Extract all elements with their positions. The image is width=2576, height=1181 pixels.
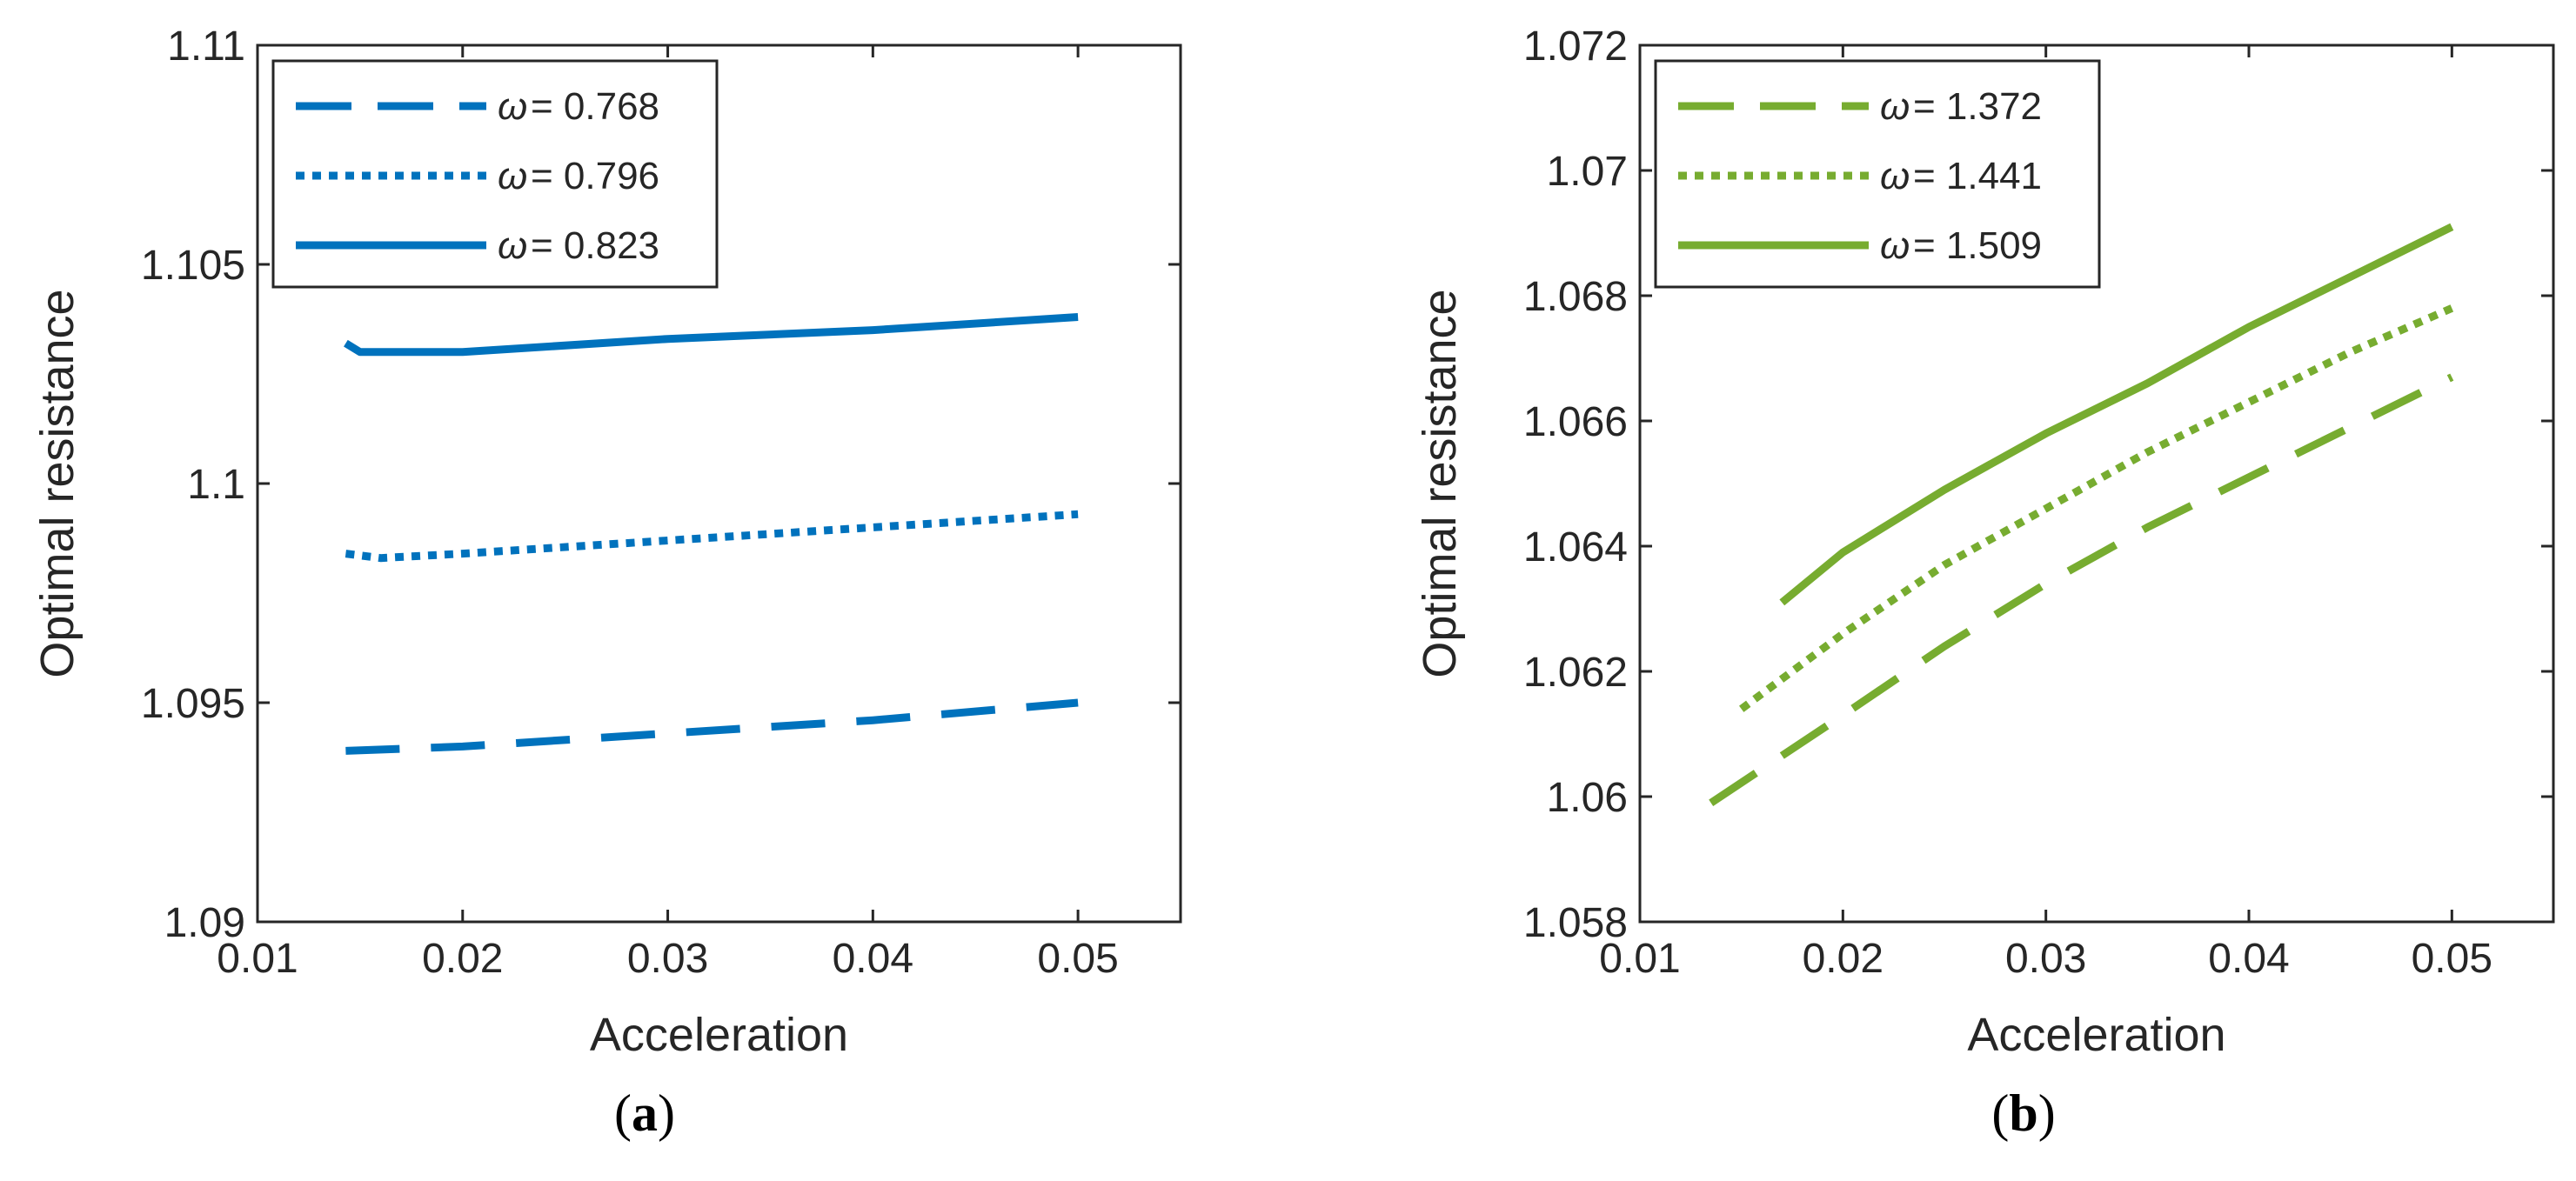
panel-caption: (b)	[1991, 1084, 2055, 1142]
y-tick-label: 1.068	[1523, 274, 1628, 320]
y-tick-label: 1.11	[167, 23, 245, 70]
y-axis-label: Optimal resistance	[31, 289, 84, 677]
x-tick-label: 0.02	[422, 936, 503, 982]
y-tick-label: 1.09	[164, 900, 245, 946]
legend-label: = 0.796	[531, 155, 659, 197]
series-line-dotted	[345, 510, 1079, 563]
y-tick-label: 1.072	[1523, 23, 1628, 70]
legend-label: = 1.509	[1913, 224, 2042, 267]
x-tick-label: 0.03	[627, 936, 708, 982]
legend-symbol: ω	[1880, 155, 1910, 197]
legend-symbol: ω	[498, 155, 527, 197]
x-tick-label: 0.01	[1599, 936, 1680, 982]
legend-symbol: ω	[498, 85, 527, 128]
x-axis-label: Acceleration	[590, 1009, 848, 1061]
x-tick-label: 0.02	[1803, 936, 1883, 982]
x-tick-label: 0.05	[2412, 936, 2492, 982]
y-tick-label: 1.066	[1523, 399, 1628, 445]
legend-label: = 0.768	[531, 85, 659, 128]
series-line-solid	[344, 313, 1079, 357]
chart-panel-b: 0.01 0.02 0.03 0.04 0.05 1.058 1.06 1.062 1.064 1…	[1414, 23, 2555, 1142]
y-tick-label: 1.1	[187, 462, 245, 508]
x-tick-label: 0.04	[833, 936, 913, 982]
panel-caption: (a)	[614, 1084, 675, 1142]
series-line-solid	[1779, 223, 2454, 606]
legend-label: = 1.441	[1913, 155, 2042, 197]
series-line-dashed	[1709, 373, 2454, 806]
legend-symbol: ω	[1880, 224, 1910, 267]
y-tick-label: 1.06	[1547, 775, 1628, 821]
y-tick-label: 1.105	[141, 243, 245, 289]
x-tick-label: 0.01	[217, 936, 298, 982]
legend-label: = 1.372	[1913, 85, 2042, 128]
chart-panel-a: 0.01 0.02 0.03 0.04 0.05 1.09 1.095 1.1 1.105 1.1…	[31, 23, 1182, 1142]
x-tick-label: 0.03	[2005, 936, 2086, 982]
x-tick-label: 0.05	[1037, 936, 1118, 982]
y-tick-label: 1.07	[1547, 149, 1628, 195]
x-tick-label: 0.04	[2208, 936, 2289, 982]
y-tick-label: 1.058	[1523, 900, 1628, 946]
legend-label: = 0.823	[531, 224, 659, 267]
panel-caption-letter: a	[632, 1084, 658, 1142]
y-tick-label: 1.095	[141, 681, 245, 727]
y-tick-label: 1.064	[1523, 524, 1628, 570]
legend-symbol: ω	[1880, 85, 1910, 128]
y-tick-label: 1.062	[1523, 650, 1628, 696]
y-axis-label: Optimal resistance	[1414, 289, 1466, 677]
legend-symbol: ω	[498, 224, 527, 267]
panel-caption-letter: b	[2009, 1084, 2037, 1142]
x-axis-label: Acceleration	[1967, 1009, 2225, 1061]
